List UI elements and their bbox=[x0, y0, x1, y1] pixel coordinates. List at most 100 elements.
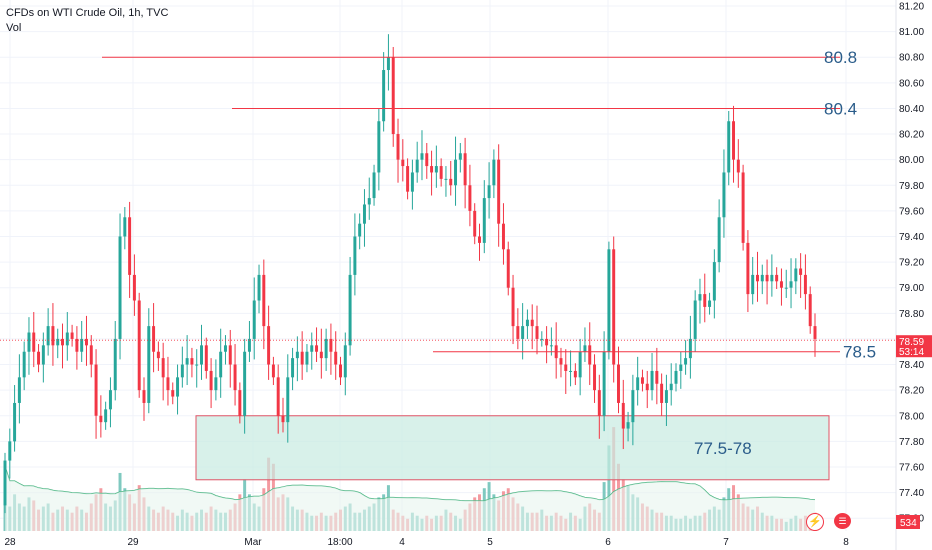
candle-body bbox=[267, 326, 271, 365]
candles[interactable] bbox=[3, 34, 817, 514]
candle-body bbox=[386, 57, 390, 71]
candle bbox=[171, 382, 175, 405]
candle-body bbox=[396, 134, 400, 160]
candle-body bbox=[449, 178, 453, 186]
current-volume-value: 534 bbox=[900, 518, 917, 529]
candle bbox=[813, 313, 817, 357]
candle bbox=[348, 256, 352, 356]
candle-body bbox=[746, 242, 750, 295]
candle bbox=[458, 143, 462, 173]
candle-body bbox=[717, 217, 721, 263]
candle bbox=[736, 139, 740, 188]
candle-body bbox=[228, 345, 232, 365]
candle-body bbox=[128, 217, 132, 275]
candle-body bbox=[463, 153, 467, 186]
candle bbox=[113, 321, 117, 401]
candle-body bbox=[640, 377, 644, 384]
candle-body bbox=[482, 198, 486, 243]
candle-body bbox=[751, 274, 755, 295]
candle-body bbox=[430, 166, 434, 173]
candle bbox=[382, 52, 386, 132]
candle bbox=[535, 305, 539, 355]
candle-body bbox=[621, 402, 625, 429]
candle-body bbox=[233, 364, 237, 391]
candle-body bbox=[310, 345, 314, 352]
price-tick-label: 77.40 bbox=[899, 488, 924, 499]
candle bbox=[276, 364, 280, 434]
time-tick-label: 7 bbox=[723, 537, 729, 548]
candle-body bbox=[684, 358, 688, 365]
horizontal-levels[interactable]: 80.8 80.4 78.5 77.5-78 bbox=[102, 48, 876, 458]
candle-body bbox=[434, 166, 438, 173]
candle bbox=[166, 356, 170, 406]
candle-body bbox=[506, 249, 510, 288]
candle-body bbox=[118, 236, 122, 339]
candle-body bbox=[32, 332, 36, 352]
candle bbox=[549, 327, 553, 356]
candle bbox=[65, 312, 69, 361]
candle-body bbox=[343, 345, 347, 378]
candle-body bbox=[247, 338, 251, 352]
candle-body bbox=[501, 223, 505, 250]
price-axis[interactable]: 81.20 81.00 80.80 80.60 80.40 80.20 80.00 79.80… bbox=[895, 0, 924, 550]
candle-body bbox=[617, 364, 620, 403]
candle bbox=[147, 308, 151, 414]
candle bbox=[573, 363, 577, 386]
candle-body bbox=[703, 294, 707, 307]
candle bbox=[89, 335, 93, 378]
candle-body bbox=[367, 198, 371, 205]
candle-body bbox=[243, 351, 247, 416]
candle-body bbox=[113, 338, 117, 391]
candle bbox=[530, 304, 534, 350]
indicator-flag-icon[interactable]: ☰ bbox=[834, 513, 851, 529]
volume-label[interactable]: Vol bbox=[6, 22, 22, 34]
candle bbox=[617, 346, 620, 414]
candle bbox=[501, 203, 505, 265]
candle bbox=[281, 397, 285, 433]
candle-body bbox=[688, 338, 692, 359]
candle bbox=[358, 213, 362, 250]
candle-body bbox=[22, 351, 26, 378]
candle-body bbox=[41, 345, 45, 365]
candle-body bbox=[454, 159, 458, 186]
candle bbox=[295, 336, 299, 382]
current-volume-label: 534 bbox=[896, 515, 920, 529]
candle bbox=[564, 349, 568, 394]
candle-body bbox=[549, 345, 553, 347]
candle bbox=[420, 130, 424, 181]
candle bbox=[233, 344, 237, 406]
time-tick-label: Mar bbox=[244, 537, 262, 548]
candle bbox=[545, 326, 549, 364]
candle-body bbox=[362, 204, 366, 224]
support-zone[interactable] bbox=[195, 415, 830, 481]
candle bbox=[703, 273, 707, 323]
candle-body bbox=[353, 236, 357, 275]
candle bbox=[698, 278, 702, 324]
candle bbox=[185, 335, 189, 386]
candle-body bbox=[46, 326, 50, 346]
time-axis[interactable]: 28 29 Mar 18:00 4 5 6 7 8 bbox=[4, 537, 849, 548]
candle-body bbox=[80, 338, 84, 352]
candle bbox=[386, 34, 390, 91]
time-tick-label: 29 bbox=[127, 537, 139, 548]
candle-body bbox=[755, 274, 759, 282]
candle bbox=[108, 377, 112, 428]
candle-body bbox=[238, 390, 242, 416]
candle-body bbox=[104, 409, 108, 423]
candle-body bbox=[698, 294, 702, 301]
candle-body bbox=[391, 57, 395, 135]
candle-body bbox=[660, 383, 664, 403]
price-tick-label: 80.80 bbox=[899, 53, 924, 64]
candle-body bbox=[200, 345, 203, 365]
candle-body bbox=[13, 402, 17, 442]
candle-body bbox=[295, 351, 299, 359]
candle-body bbox=[693, 300, 697, 339]
symbol-title[interactable]: CFDs on WTI Crude Oil, 1h, TVC bbox=[6, 7, 169, 19]
lightning-icon[interactable]: ⚡ bbox=[806, 513, 824, 531]
candle-body bbox=[736, 159, 740, 173]
candle bbox=[492, 149, 496, 199]
candle bbox=[271, 356, 275, 386]
price-tick-label: 79.80 bbox=[899, 181, 924, 192]
candle bbox=[482, 180, 486, 254]
